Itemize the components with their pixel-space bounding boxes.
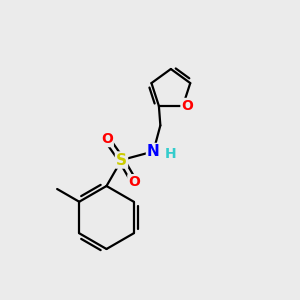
Text: H: H <box>165 147 177 161</box>
Text: N: N <box>147 144 160 159</box>
Text: O: O <box>128 175 140 189</box>
Text: S: S <box>116 152 127 167</box>
Text: O: O <box>101 132 113 146</box>
Text: O: O <box>182 99 193 113</box>
